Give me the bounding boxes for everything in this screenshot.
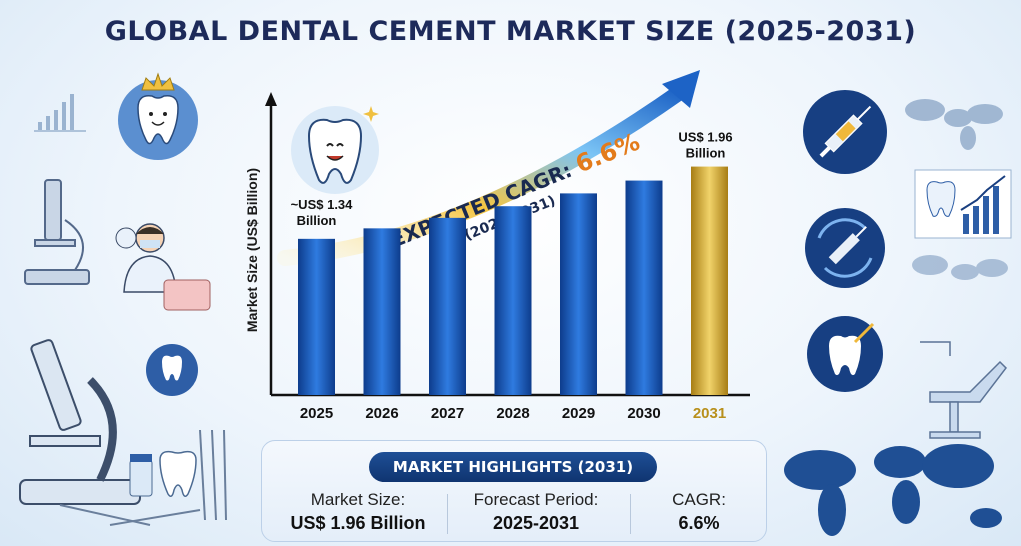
highlight-value: 6.6% — [678, 513, 720, 533]
world-map-icon — [905, 99, 1003, 150]
growth-arrow — [277, 84, 688, 266]
highlight-market-size: Market Size: US$ 1.96 Billion — [278, 490, 438, 534]
x-tick-labels: 2025 2026 2027 2028 2029 2030 2031 — [300, 405, 726, 422]
bar-2029 — [560, 193, 597, 395]
market-highlights-title: MARKET HIGHLIGHTS (2031) — [369, 452, 657, 482]
world-map-large-icon — [784, 444, 1002, 536]
highlight-label: CAGR: — [672, 490, 726, 509]
bar-2026 — [363, 228, 401, 395]
highlight-divider — [630, 494, 631, 534]
bar-2027 — [429, 217, 466, 395]
syringe-cycle-icon — [805, 208, 885, 288]
bar-2028 — [494, 206, 532, 395]
left-illustrations — [19, 72, 227, 526]
highlight-forecast-period: Forecast Period: 2025-2031 — [458, 490, 614, 534]
first-bar-label-line2: Billion — [297, 213, 337, 228]
highlight-divider — [447, 494, 448, 534]
last-bar-label-line2: Billion — [686, 146, 726, 161]
highlight-value: US$ 1.96 Billion — [290, 513, 426, 533]
x-tick-label: 2030 — [627, 405, 660, 422]
highlight-cagr: CAGR: 6.6% — [640, 490, 758, 534]
world-map-icon-2 — [912, 255, 1008, 280]
first-bar-label-line1: ~US$ 1.34 — [291, 197, 354, 212]
bar-2030 — [625, 180, 663, 395]
y-axis-arrow — [265, 92, 277, 106]
x-tick-label: 2027 — [431, 405, 464, 422]
happy-tooth-icon — [291, 106, 379, 194]
highlight-label: Forecast Period: — [473, 490, 599, 509]
microscope-large-icon — [19, 339, 141, 505]
last-bar-label-line1: US$ 1.96 — [678, 130, 732, 145]
microscope-icon — [24, 179, 90, 285]
x-tick-label: 2026 — [365, 405, 398, 422]
syringe-circle-icon — [803, 90, 887, 174]
bar-2025 — [298, 238, 335, 395]
page-title: GLOBAL DENTAL CEMENT MARKET SIZE (2025-2… — [104, 16, 917, 47]
last-bar-annotation: US$ 1.96 Billion — [678, 130, 732, 161]
dental-tools-icon — [59, 429, 227, 526]
bar-2031 — [691, 166, 728, 395]
x-tick-label: 2028 — [496, 405, 529, 422]
y-axis-label: Market Size (US$ Billion) — [244, 168, 260, 332]
right-illustrations — [784, 90, 1012, 536]
tooth-crown-icon — [118, 72, 198, 160]
tooth-chart-icon — [914, 169, 1012, 239]
highlight-value: 2025-2031 — [492, 513, 580, 533]
highlight-label: Market Size: — [310, 490, 406, 509]
tooth-vial-icon — [129, 450, 197, 497]
bars-group — [298, 166, 728, 395]
tooth-bubble-icon — [146, 344, 198, 396]
mini-bar-chart-icon — [34, 94, 86, 132]
growth-arrow-head — [662, 70, 700, 108]
dentist-icon — [115, 223, 211, 311]
first-bar-annotation: ~US$ 1.34 Billion — [291, 197, 354, 228]
x-tick-label: 2025 — [300, 405, 333, 422]
dental-chair-icon — [920, 341, 1007, 439]
tooth-circle-icon — [807, 316, 883, 392]
x-tick-label: 2031 — [693, 405, 726, 422]
x-tick-label: 2029 — [562, 405, 595, 422]
